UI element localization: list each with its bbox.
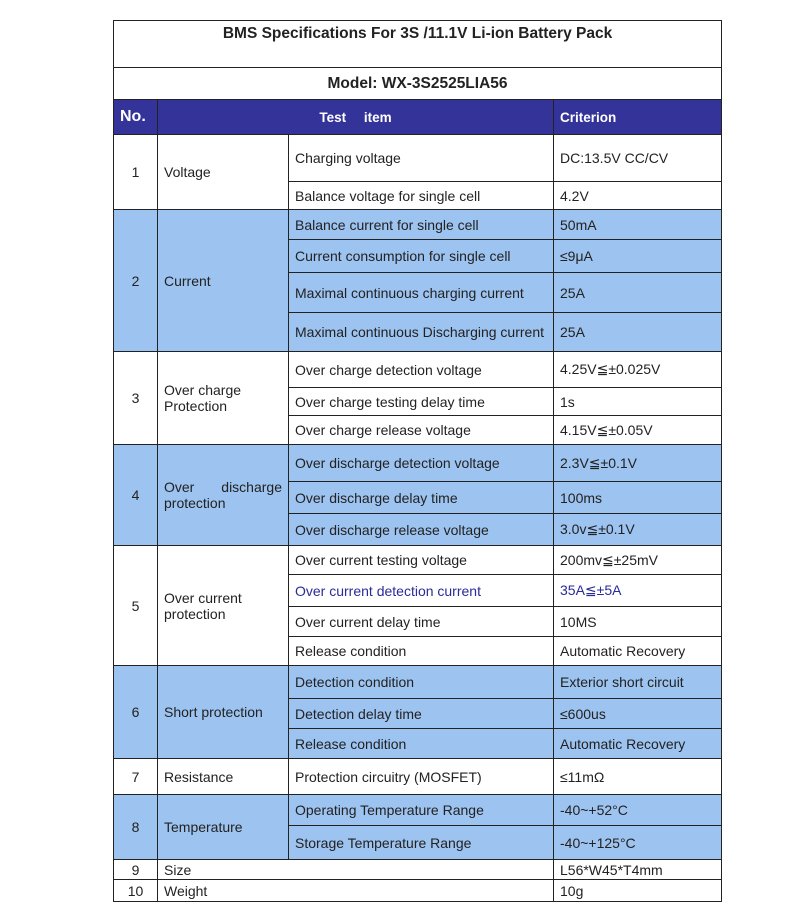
table-row: Release condition Automatic Recovery bbox=[114, 636, 723, 666]
test-item-cell: Over discharge detection voltage bbox=[288, 444, 554, 482]
row-number: 9 bbox=[113, 859, 158, 880]
criterion-cell: ≤9μA bbox=[552, 239, 723, 273]
criterion-cell: 4.2V bbox=[552, 181, 723, 210]
test-item-cell: Over charge testing delay time bbox=[288, 387, 554, 416]
category-cell: Resistance bbox=[157, 758, 289, 795]
test-item-cell: Detection delay time bbox=[288, 698, 554, 729]
criterion-cell: DC:13.5V CC/CV bbox=[552, 134, 723, 182]
table-row: 10 Weight 10g bbox=[113, 879, 723, 902]
test-item-cell: Balance current for single cell bbox=[288, 209, 554, 240]
criterion-cell: Automatic Recovery bbox=[552, 636, 723, 666]
criterion-cell: 10MS bbox=[552, 606, 723, 637]
category-cell: Temperature bbox=[157, 794, 289, 860]
table-row: Over charge release voltage 4.15V≦±0.05V bbox=[114, 415, 723, 445]
category-cell: Over current protection bbox=[157, 545, 289, 666]
criterion-cell: 3.0v≦±0.1V bbox=[552, 513, 723, 546]
row-number: 4 bbox=[113, 444, 158, 546]
criterion-cell: 50mA bbox=[552, 209, 723, 240]
test-item-cell: Charging voltage bbox=[288, 134, 554, 182]
criterion-cell: 4.15V≦±0.05V bbox=[552, 415, 723, 445]
criterion-cell: 25A bbox=[552, 312, 723, 352]
test-item-cell: Current consumption for single cell bbox=[288, 239, 554, 273]
row-number: 3 bbox=[113, 351, 158, 445]
model-label: Model: WX-3S2525LIA56 bbox=[112, 67, 723, 100]
test-item-cell: Over discharge release voltage bbox=[288, 513, 554, 546]
header-criterion: Criterion bbox=[552, 99, 723, 135]
row-number: 1 bbox=[113, 134, 158, 210]
row-number: 6 bbox=[113, 665, 158, 759]
table-row: 8 Temperature Operating Temperature Range -… bbox=[113, 794, 723, 860]
row-number: 2 bbox=[113, 209, 158, 352]
criterion-cell: ≤11mΩ bbox=[552, 758, 723, 795]
table-row: 7 Resistance Protection circuitry (MOSFET)… bbox=[113, 758, 723, 795]
header-no: No. bbox=[113, 99, 158, 135]
row-number: 5 bbox=[113, 545, 158, 666]
test-item-cell: Balance voltage for single cell bbox=[288, 181, 554, 210]
criterion-cell: L56*W45*T4mm bbox=[552, 859, 723, 880]
test-item-cell: Maximal continuous charging current bbox=[288, 272, 554, 313]
test-item-cell: Detection condition bbox=[288, 665, 554, 699]
table-row: 9 Size L56*W45*T4mm bbox=[113, 859, 723, 880]
criterion-cell: 200mv≦±25mV bbox=[552, 545, 723, 575]
criterion-cell: -40~+125°C bbox=[552, 825, 723, 860]
test-item-cell: Release condition bbox=[288, 636, 554, 666]
criterion-cell: 2.3V≦±0.1V bbox=[552, 444, 723, 482]
header-row: No. Test item Criterion bbox=[113, 99, 723, 135]
test-item-cell: Release condition bbox=[288, 728, 554, 759]
category-cell: Over discharge protection bbox=[157, 444, 289, 546]
criterion-cell: 25A bbox=[552, 272, 723, 313]
bms-spec-sheet: BMS Specifications For 3S /11.1V Li-ion … bbox=[112, 20, 723, 902]
table-row: Maximal continuous charging current 25A bbox=[114, 272, 723, 313]
test-item-cell: Over current delay time bbox=[288, 606, 554, 637]
criterion-cell: 10g bbox=[552, 879, 723, 902]
table-row: Detection delay time ≤600us bbox=[114, 698, 723, 729]
test-item-cell: Over charge detection voltage bbox=[288, 351, 554, 388]
table-row: Over discharge delay time 100ms bbox=[114, 481, 723, 514]
test-item-cell: Over discharge delay time bbox=[288, 481, 554, 514]
table-row: 2 Current Balance current for single cell 5… bbox=[113, 209, 723, 352]
header-test-item: Test item bbox=[157, 99, 554, 135]
category-cell: Weight bbox=[157, 879, 554, 902]
test-item-cell: Over current detection current bbox=[288, 574, 554, 607]
criterion-cell: Automatic Recovery bbox=[552, 728, 723, 759]
test-item-cell: Storage Temperature Range bbox=[288, 825, 554, 860]
criterion-cell: 4.25V≦±0.025V bbox=[552, 351, 723, 388]
category-cell: Voltage bbox=[157, 134, 289, 210]
table-row: Maximal continuous Discharging current 25… bbox=[114, 312, 723, 352]
sheet-title: BMS Specifications For 3S /11.1V Li-ion … bbox=[112, 20, 723, 68]
test-item-cell: Maximal continuous Discharging current bbox=[288, 312, 554, 352]
table-row: 3 Over charge Protection Over charge detec… bbox=[113, 351, 723, 445]
test-item-cell: Over current testing voltage bbox=[288, 545, 554, 575]
table-row: Over current delay time 10MS bbox=[114, 606, 723, 637]
row-number: 10 bbox=[113, 879, 158, 902]
table-row: Over discharge release voltage 3.0v≦±0.1V bbox=[114, 513, 723, 546]
table-row: Over charge testing delay time 1s bbox=[114, 387, 723, 416]
table-row: Storage Temperature Range -40~+125°C bbox=[114, 825, 723, 860]
table-row: Release condition Automatic Recovery bbox=[114, 728, 723, 759]
criterion-cell: Exterior short circuit bbox=[552, 665, 723, 699]
criterion-cell: 1s bbox=[552, 387, 723, 416]
table-row: Current consumption for single cell ≤9μA bbox=[114, 239, 723, 273]
table-row: 5 Over current protection Over current tes… bbox=[113, 545, 723, 666]
criterion-cell: 35A≦±5A bbox=[552, 574, 723, 607]
category-cell: Current bbox=[157, 209, 289, 352]
spec-table: BMS Specifications For 3S /11.1V Li-ion … bbox=[112, 20, 723, 902]
table-row: 6 Short protection Detection condition Exte… bbox=[113, 665, 723, 759]
table-row: Balance voltage for single cell 4.2V bbox=[114, 181, 723, 210]
category-cell: Over charge Protection bbox=[157, 351, 289, 445]
test-item-cell: Protection circuitry (MOSFET) bbox=[288, 758, 554, 795]
row-number: 7 bbox=[113, 758, 158, 795]
criterion-cell: -40~+52°C bbox=[552, 794, 723, 826]
criterion-cell: 100ms bbox=[552, 481, 723, 514]
row-number: 8 bbox=[113, 794, 158, 860]
table-row: 1 Voltage Charging voltage DC:13.5V CC/CV bbox=[113, 134, 723, 210]
test-item-cell: Operating Temperature Range bbox=[288, 794, 554, 826]
category-cell: Size bbox=[157, 859, 554, 880]
criterion-cell: ≤600us bbox=[552, 698, 723, 729]
test-item-cell: Over charge release voltage bbox=[288, 415, 554, 445]
category-cell: Short protection bbox=[157, 665, 289, 759]
table-row: Over current detection current 35A≦±5A bbox=[114, 574, 723, 607]
table-row: 4 Over discharge protection Over discharge… bbox=[113, 444, 723, 546]
